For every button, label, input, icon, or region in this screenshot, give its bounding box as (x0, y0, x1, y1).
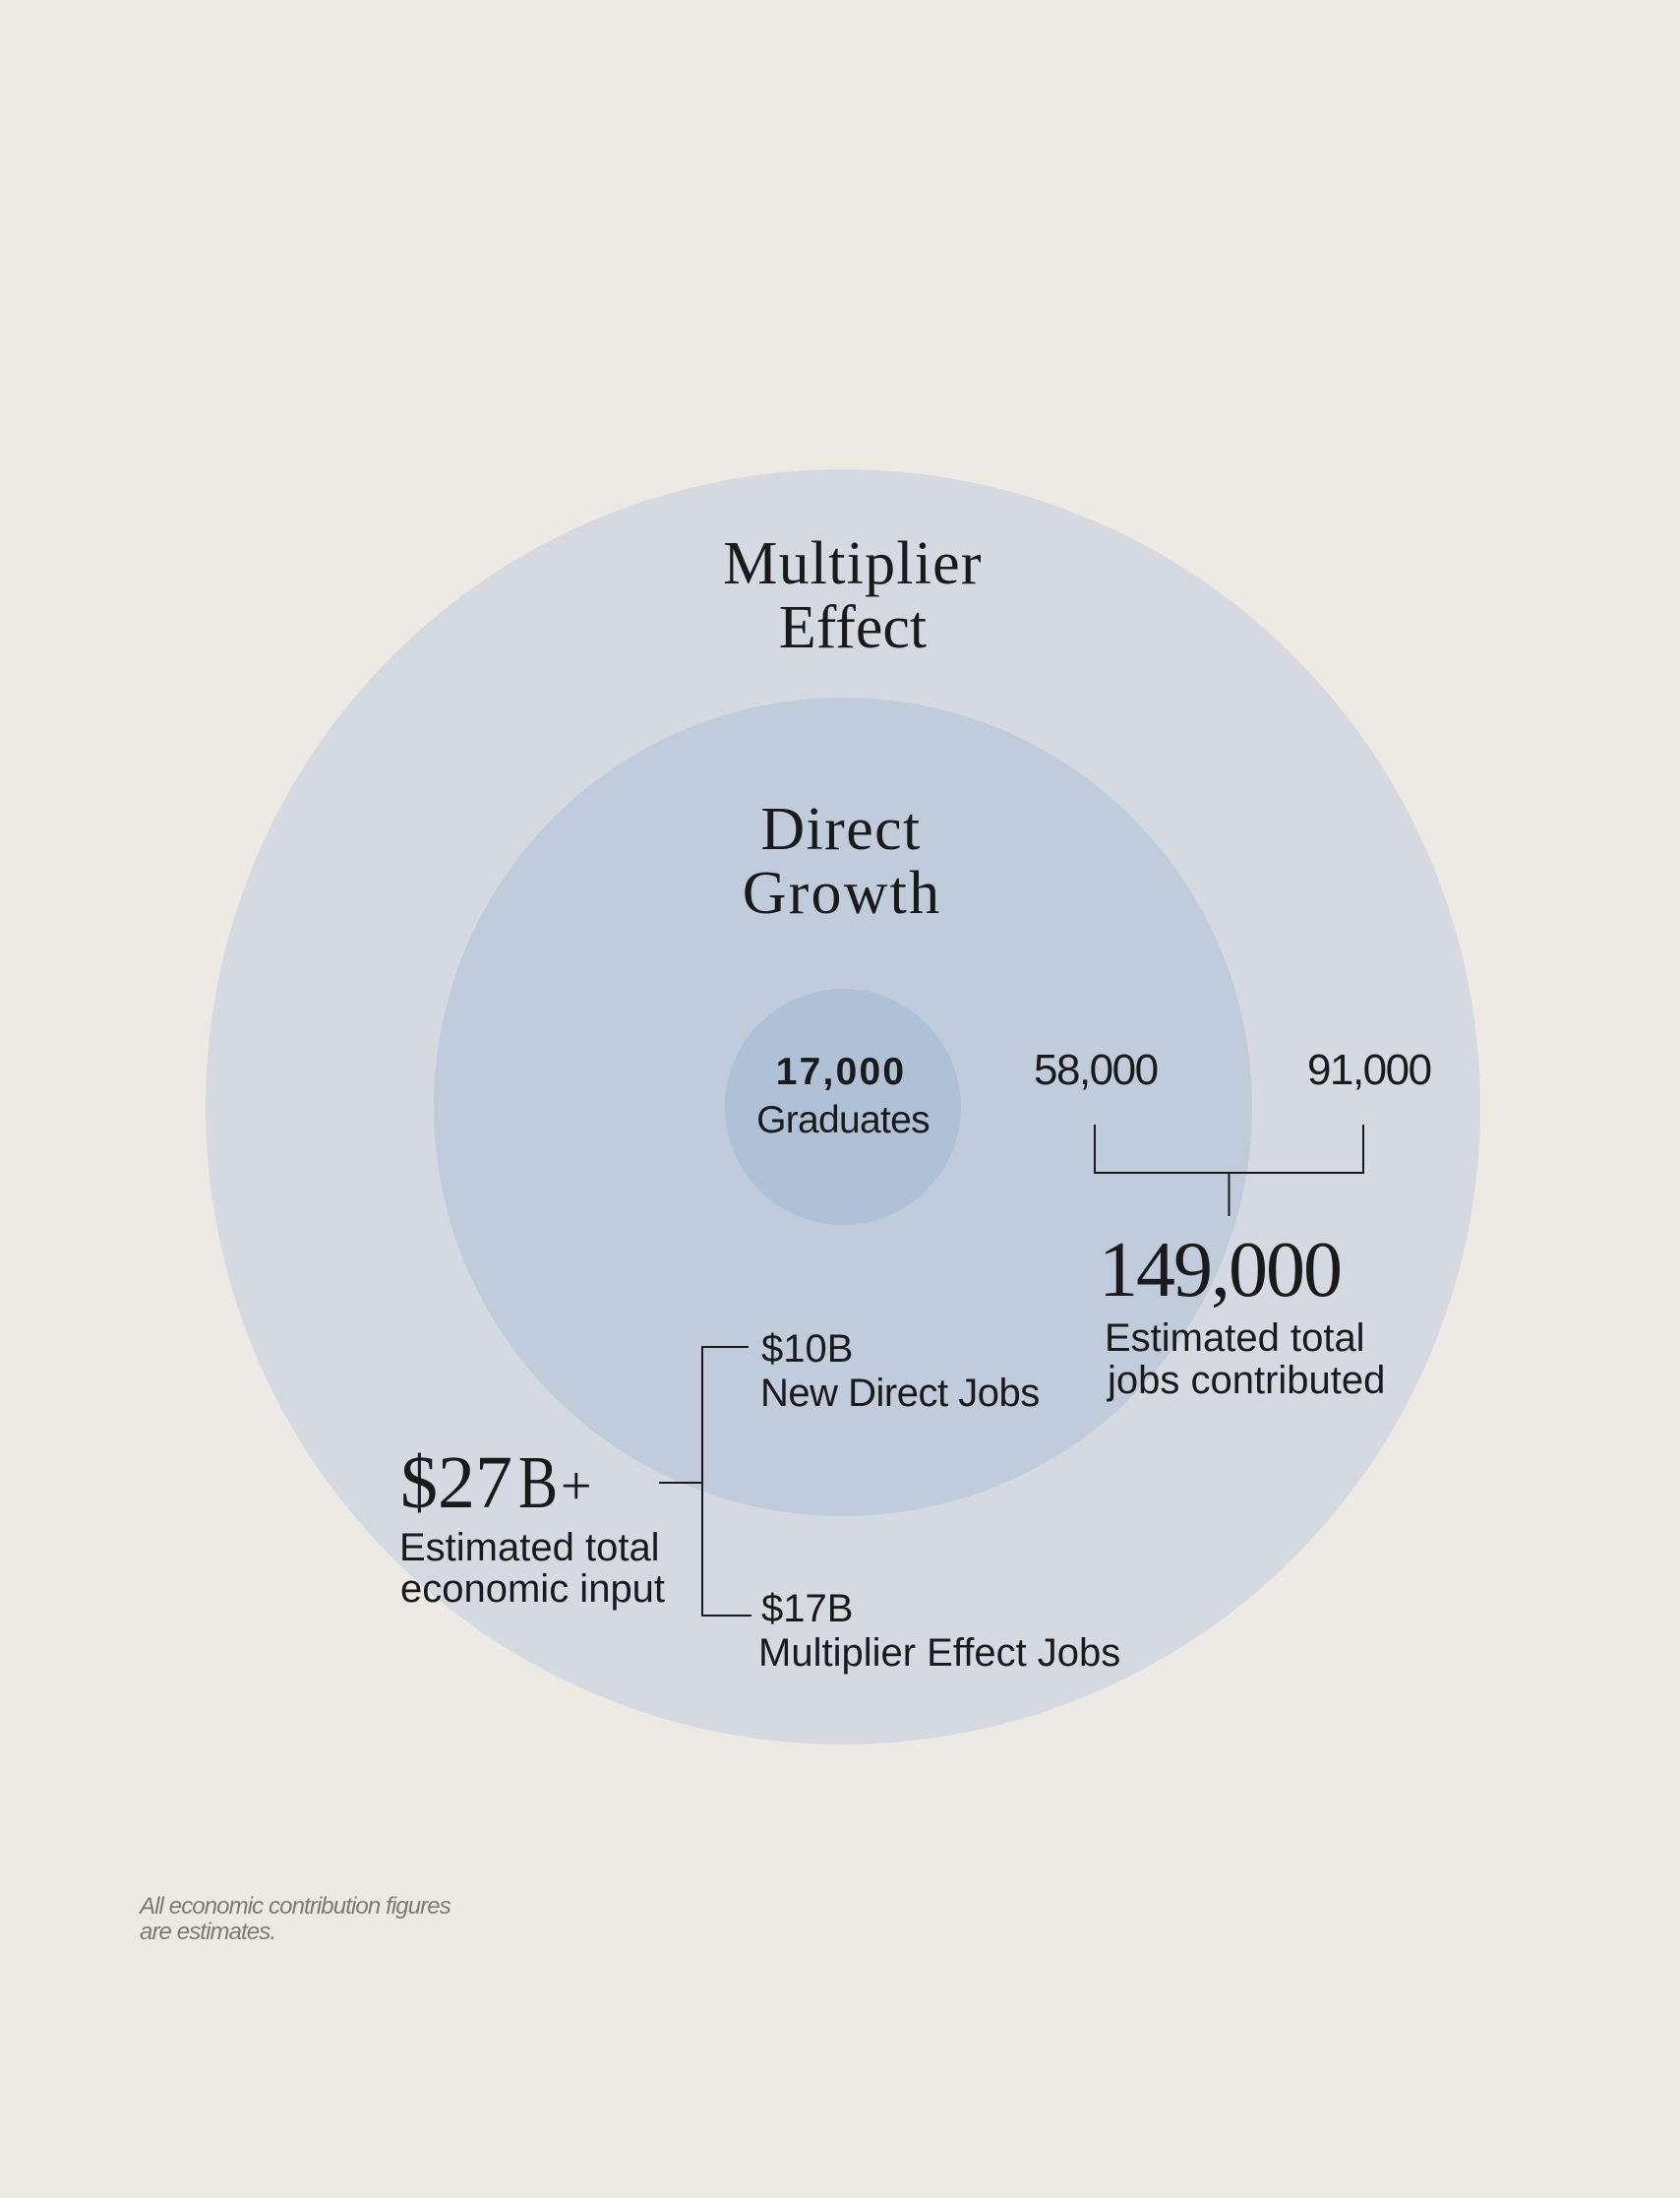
svg-text:Estimated total: Estimated total (1105, 1316, 1365, 1360)
svg-text:Multiplier Effect Jobs: Multiplier Effect Jobs (758, 1631, 1120, 1675)
svg-text:Effect: Effect (779, 594, 927, 661)
svg-text:+: + (561, 1456, 592, 1517)
svg-text:Growth: Growth (743, 860, 942, 927)
svg-text:17,000: 17,000 (776, 1051, 907, 1093)
svg-text:$17B: $17B (761, 1587, 853, 1630)
svg-text:Graduates: Graduates (756, 1099, 930, 1141)
svg-text:Multiplier: Multiplier (723, 530, 982, 597)
svg-text:Direct: Direct (760, 796, 921, 863)
svg-text:jobs contributed: jobs contributed (1107, 1359, 1385, 1402)
svg-text:New Direct Jobs: New Direct Jobs (760, 1372, 1040, 1415)
svg-text:$10B: $10B (761, 1327, 853, 1371)
svg-text:Estimated total: Estimated total (399, 1526, 660, 1569)
svg-text:are estimates.: are estimates. (140, 1919, 275, 1945)
svg-text:All economic contribution figu: All economic contribution figures (138, 1893, 451, 1920)
svg-text:58,000: 58,000 (1034, 1046, 1158, 1094)
svg-text:91,000: 91,000 (1307, 1046, 1431, 1094)
svg-text:B: B (518, 1441, 558, 1524)
svg-text:economic input: economic input (400, 1567, 665, 1611)
svg-text:149,000: 149,000 (1099, 1227, 1341, 1313)
svg-text:$27: $27 (400, 1441, 512, 1524)
